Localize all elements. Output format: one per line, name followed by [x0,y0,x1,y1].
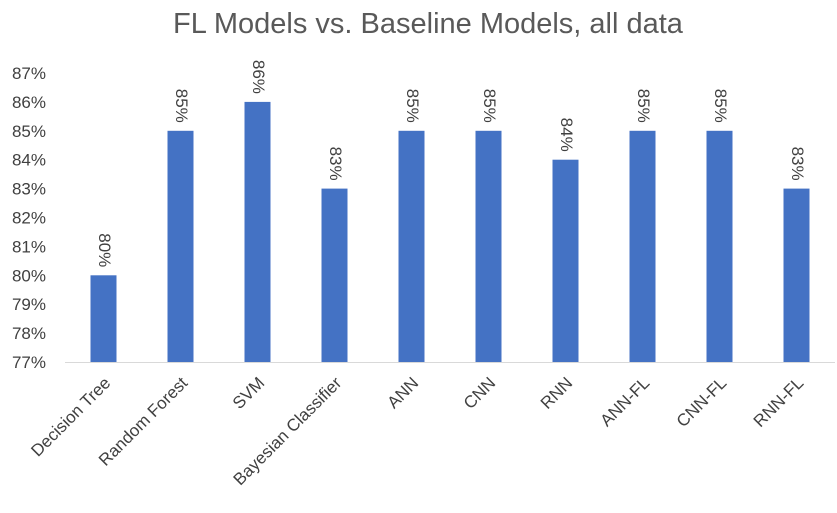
y-tick-label: 81% [12,237,46,256]
bar [244,101,271,363]
data-label: 85% [172,89,191,123]
x-category-label: RNN-FL [750,373,808,431]
bar [321,188,348,362]
bars [90,101,810,363]
x-category-label: CNN-FL [673,373,731,431]
bar [552,159,579,362]
y-tick-label: 79% [12,295,46,314]
data-label: 80% [95,233,114,267]
data-label: 85% [480,89,499,123]
y-tick-label: 87% [12,64,46,83]
data-label: 85% [403,89,422,123]
bar [629,130,656,362]
bar [475,130,502,362]
y-tick-label: 85% [12,122,46,141]
data-labels: 80% 85% 86% 83% 85% 85% 84% 85% 85% 83% [95,60,807,267]
y-tick-label: 80% [12,266,46,285]
x-category-label: ANN-FL [596,373,653,430]
x-category-label: RNN [537,373,576,412]
x-category-label: Decision Tree [27,373,114,460]
chart-title: FL Models vs. Baseline Models, all data [173,8,684,40]
y-tick-label: 86% [12,93,46,112]
data-label: 84% [557,118,576,152]
bar [706,130,733,362]
data-label: 85% [711,89,730,123]
y-tick-label: 84% [12,151,46,170]
bar [167,130,194,362]
data-label: 83% [788,147,807,181]
x-category-label: ANN [384,373,423,412]
data-label: 83% [326,147,345,181]
x-category-label: CNN [460,373,499,412]
y-tick-label: 82% [12,209,46,228]
y-tick-label: 77% [12,353,46,372]
y-axis-ticks: 77% 78% 79% 80% 81% 82% 83% 84% 85% 86% 87% [12,64,46,372]
x-category-label: SVM [229,373,268,412]
bar [398,130,425,362]
bar [90,275,117,362]
y-tick-label: 83% [12,180,46,199]
data-label: 85% [634,89,653,123]
y-tick-label: 78% [12,324,46,343]
data-label: 86% [249,60,268,94]
bar [783,188,810,362]
